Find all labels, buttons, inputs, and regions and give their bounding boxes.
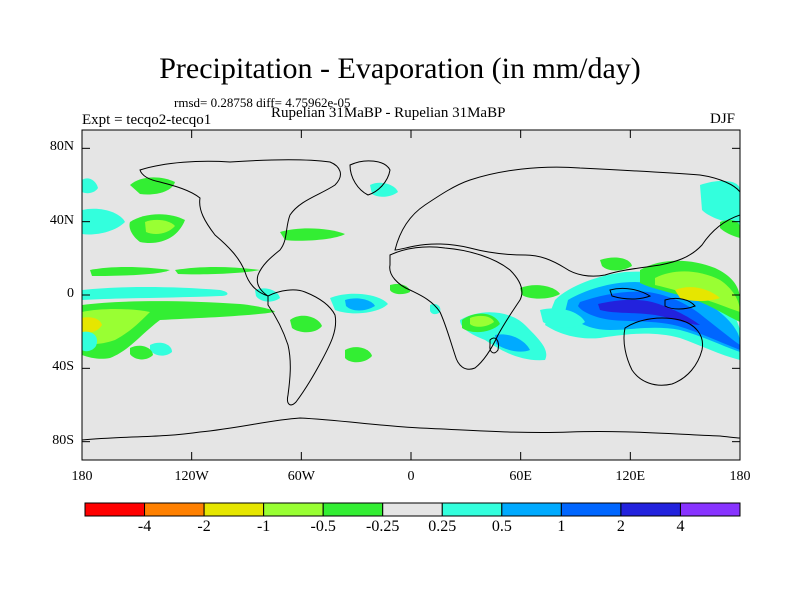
colorbar-swatch xyxy=(501,502,562,517)
subtitle: Rupelian 31MaBP - Rupelian 31MaBP xyxy=(271,105,506,121)
coast-africa xyxy=(389,246,523,370)
season-label: DJF xyxy=(710,111,736,127)
lon-tick-label: 60E xyxy=(509,469,532,484)
coast-australia xyxy=(623,317,704,386)
field-equ-atl-green xyxy=(390,283,410,295)
colorbar-swatch xyxy=(679,502,741,517)
colorbar-label: -2 xyxy=(197,518,211,535)
field-nafr-cyan xyxy=(430,303,441,315)
colorbar-swatch xyxy=(84,502,146,517)
field-nwpac-band-green xyxy=(90,267,170,276)
coast-newguinea xyxy=(664,297,696,310)
colorbar-label: -0.25 xyxy=(366,518,400,535)
coast-greenland xyxy=(349,160,391,196)
coast-eurasia xyxy=(394,166,740,277)
field-spac-south-green xyxy=(130,345,153,360)
lat-tick-label: 40N xyxy=(49,212,74,228)
field-samer-green xyxy=(290,315,322,333)
field-indian-cyan xyxy=(540,308,585,328)
axis-ticks xyxy=(81,130,741,460)
lon-tick-label: 120W xyxy=(174,469,209,484)
coastlines xyxy=(82,159,740,441)
field-spac-lime xyxy=(82,309,150,345)
colorbar-swatch xyxy=(620,502,681,517)
field-nw-atl-cyan xyxy=(700,180,740,225)
colorbar-label: 2 xyxy=(616,518,625,535)
coast-south-america xyxy=(267,289,337,406)
field-natl-green xyxy=(280,228,345,241)
field-nw-atl-green xyxy=(720,220,740,238)
colorbar-swatch xyxy=(382,502,443,517)
colorbar-swatch xyxy=(441,502,503,517)
colorbar-label: 0.5 xyxy=(491,518,512,535)
anomaly-fields xyxy=(82,177,740,363)
lat-tick-label: 40S xyxy=(52,359,74,375)
colorbar xyxy=(84,502,741,517)
colorbar-label: 1 xyxy=(557,518,566,535)
experiment-label: Expt = tecqo2-tecqo1 xyxy=(82,112,212,128)
field-safrica-lime xyxy=(470,315,494,327)
field-seasia-green xyxy=(600,257,632,271)
field-npac-lime xyxy=(145,219,175,234)
colorbar-swatch xyxy=(322,502,384,517)
field-nwpac-cyan2 xyxy=(82,208,125,235)
field-spac-south-cyan xyxy=(150,342,172,356)
colorbar-label: -4 xyxy=(137,518,152,535)
field-npac-green xyxy=(130,177,175,195)
lat-tick-label: 80N xyxy=(49,139,74,155)
lat-tick-label: 80S xyxy=(52,432,74,448)
lon-tick-label: 180 xyxy=(71,469,93,484)
colorbar-swatch xyxy=(263,502,324,517)
colorbar-label: 4 xyxy=(676,518,685,535)
colorbar-label: 0.25 xyxy=(428,518,457,535)
field-ssa-cyan xyxy=(255,288,280,302)
colorbar-swatch xyxy=(144,502,205,517)
coast-madagascar xyxy=(489,337,499,354)
field-spac-cyan xyxy=(82,331,98,352)
coast-indonesia xyxy=(609,287,652,300)
field-natl-cyan xyxy=(370,182,398,197)
lon-tick-label: 120E xyxy=(615,469,646,484)
stats-text: rmsd= 0.28758 diff= 4.75962e-05 xyxy=(174,95,351,110)
lon-tick-label: 180 xyxy=(729,469,751,484)
field-east-pac-cyan xyxy=(82,287,228,300)
colorbar-label: -0.5 xyxy=(310,518,336,535)
colorbar-swatch xyxy=(560,502,622,517)
field-satl-blue xyxy=(345,298,375,311)
field-wpac-yellow xyxy=(675,287,720,301)
field-indian-green xyxy=(520,285,560,299)
lon-tick-label: 60W xyxy=(287,469,315,484)
coast-antarctica xyxy=(82,417,740,441)
colorbar-label: -1 xyxy=(256,518,271,535)
lon-tick-label: 0 xyxy=(407,469,415,484)
field-spac-yellow xyxy=(82,317,102,334)
colorbar-swatch xyxy=(203,502,265,517)
field-satl-green xyxy=(345,347,372,363)
field-sindian-blue xyxy=(495,334,530,352)
plot-title: Precipitation - Evaporation (in mm/day) xyxy=(159,52,641,85)
coast-north-america xyxy=(139,159,341,297)
lat-tick-label: 0 xyxy=(67,286,74,301)
field-cpac-green xyxy=(175,267,260,275)
field-nwpac-cyan xyxy=(82,178,98,194)
